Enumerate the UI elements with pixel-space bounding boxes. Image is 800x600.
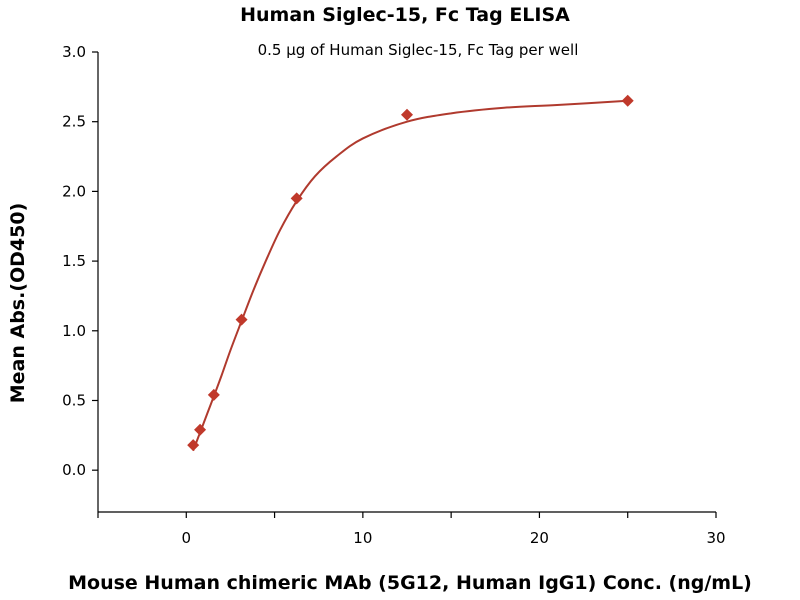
y-tick-label: 2.5 bbox=[62, 113, 86, 131]
x-tick-label: 30 bbox=[706, 529, 725, 547]
data-point bbox=[207, 388, 220, 401]
x-tick-label: 20 bbox=[530, 529, 549, 547]
y-tick-label: 0.5 bbox=[62, 391, 86, 409]
x-ticks: 0 10 20 30 bbox=[97, 512, 726, 547]
y-ticks: 0.0 0.5 1.0 1.5 2.0 2.5 3.0 bbox=[62, 43, 98, 479]
data-point bbox=[290, 192, 303, 205]
chart-subtitle: 0.5 μg of Human Siglec-15, Fc Tag per we… bbox=[258, 41, 579, 59]
data-point bbox=[194, 423, 207, 436]
data-point bbox=[235, 313, 248, 326]
y-tick-label: 1.0 bbox=[62, 322, 86, 340]
data-points bbox=[187, 94, 634, 452]
y-tick-label: 3.0 bbox=[62, 43, 86, 61]
x-tick-label: 0 bbox=[182, 529, 192, 547]
fit-curve bbox=[192, 99, 628, 452]
x-tick-label: 10 bbox=[353, 529, 372, 547]
data-point bbox=[187, 439, 200, 452]
data-point bbox=[401, 108, 413, 121]
y-tick-label: 2.0 bbox=[62, 182, 86, 200]
y-tick-label: 1.5 bbox=[62, 252, 86, 270]
y-axis-label: Mean Abs.(OD450) bbox=[7, 203, 29, 404]
x-axis-label: Mouse Human chimeric MAb (5G12, Human Ig… bbox=[68, 572, 752, 594]
chart-title: Human Siglec-15, Fc Tag ELISA bbox=[240, 4, 570, 26]
data-point bbox=[621, 94, 634, 107]
y-tick-label: 0.0 bbox=[62, 461, 86, 479]
axes bbox=[97, 52, 716, 513]
